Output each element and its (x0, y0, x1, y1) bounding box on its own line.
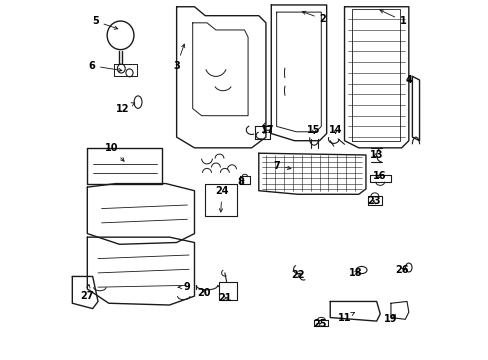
Text: 8: 8 (237, 177, 244, 187)
Text: 15: 15 (307, 125, 320, 135)
Text: 20: 20 (197, 288, 211, 297)
Text: 4: 4 (405, 75, 411, 85)
Text: 5: 5 (92, 16, 118, 29)
Text: 16: 16 (372, 171, 386, 181)
Text: 17: 17 (261, 125, 274, 135)
Text: 3: 3 (173, 44, 184, 71)
Text: 26: 26 (395, 265, 408, 275)
Text: 2: 2 (302, 11, 326, 24)
Text: 11: 11 (337, 312, 354, 323)
Text: 7: 7 (273, 161, 290, 171)
Text: 14: 14 (328, 125, 342, 135)
Text: 13: 13 (369, 150, 383, 160)
Text: 27: 27 (81, 284, 94, 301)
Text: 23: 23 (366, 197, 380, 206)
Text: 25: 25 (312, 319, 325, 329)
Text: 1: 1 (379, 10, 406, 26)
Text: 6: 6 (88, 61, 122, 72)
Text: 9: 9 (178, 282, 190, 292)
Text: 21: 21 (218, 293, 231, 303)
Text: 12: 12 (115, 103, 135, 113)
Text: 10: 10 (104, 143, 124, 161)
Text: 22: 22 (291, 270, 304, 280)
Text: 24: 24 (215, 186, 228, 212)
Text: 19: 19 (384, 314, 397, 324)
Text: 18: 18 (348, 268, 362, 278)
